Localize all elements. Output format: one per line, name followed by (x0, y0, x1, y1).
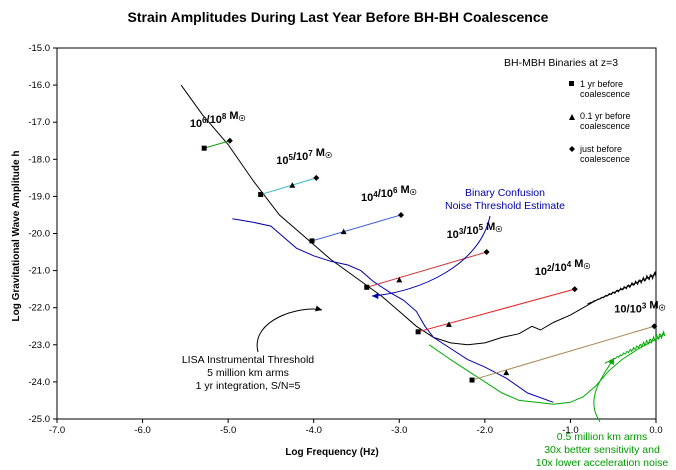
confusion-arrow-head (372, 292, 379, 300)
legend-triangle-marker (569, 114, 575, 120)
binaries: 106/108 M☉ 105/107 M☉ 104/106 M☉ 103/105 M☉… (190, 110, 666, 383)
triangle-marker (340, 228, 347, 235)
x-tick-label: -1.0 (562, 425, 578, 436)
square-marker (309, 238, 315, 244)
triangle-marker (396, 276, 403, 283)
binary-label: 104/106 M☉ (361, 184, 417, 204)
square-marker (201, 145, 207, 151)
x-tick-label: -3.0 (391, 425, 407, 436)
y-axis-label: Log Gravitational Wave Amplitude h (11, 151, 22, 322)
confusion-annotation: Binary Confusion Noise Threshold Estimat… (445, 187, 565, 212)
green-annotation: 0.5 million km arms 30x better sensitivi… (536, 431, 669, 469)
diamond-marker (571, 286, 578, 293)
square-marker (469, 377, 475, 383)
binary-track (471, 325, 655, 381)
binary-track (260, 177, 317, 196)
legend-entry-2-line1: 0.1 yr before (580, 111, 631, 121)
curves (180, 84, 666, 405)
binary-track (204, 140, 230, 149)
diamond-marker (226, 137, 233, 144)
legend-entry-2-line2: coalescence (580, 121, 630, 131)
triangle-marker (503, 369, 510, 376)
x-tick-label: -6.0 (134, 425, 150, 436)
lisa-arrow-head (315, 305, 322, 312)
y-tick-label: -19.0 (28, 191, 50, 202)
y-tick-label: -25.0 (28, 414, 50, 425)
legend-entry-3-line1: just before (579, 144, 622, 154)
lisa-oscillation (587, 270, 657, 305)
binary-label: 102/104 M☉ (535, 258, 591, 278)
lisa-annotation-line1: LISA Instrumental Threshold (182, 354, 314, 366)
y-tick-label: -24.0 (28, 377, 50, 388)
square-marker (258, 192, 264, 198)
square-marker (364, 284, 370, 290)
lisa-annotation: LISA Instrumental Threshold 5 million km… (182, 354, 314, 392)
binary-label: 106/108 M☉ (190, 110, 246, 130)
lisa-annotation-line3: 1 yr integration, S/N=5 (196, 380, 301, 392)
legend-entry-3-line2: coalescence (580, 154, 630, 164)
diamond-marker (483, 249, 490, 256)
green-annotation-line2: 30x better sensitivity and (544, 444, 660, 456)
x-ticks: -7.0 -6.0 -5.0 -4.0 -3.0 -2.0 -1.0 0.0 (49, 419, 663, 436)
legend: BH-MBH Binaries at z=3 1 yr before coale… (504, 57, 631, 164)
square-marker (415, 329, 421, 335)
legend-entry-1-line2: coalescence (580, 89, 630, 99)
annotation-arrows (256, 215, 615, 423)
confusion-annotation-line2: Noise Threshold Estimate (445, 200, 565, 212)
binary-track (311, 214, 402, 242)
y-tick-label: -20.0 (28, 229, 50, 240)
binary-label: 10/103 M☉ (614, 299, 665, 315)
y-tick-label: -15.0 (28, 43, 50, 54)
x-axis-label: Log Frequency (Hz) (285, 447, 378, 458)
green-arrow-head (608, 358, 614, 365)
legend-diamond-marker (569, 146, 575, 152)
plot-area (56, 47, 657, 420)
binary-track (417, 288, 575, 333)
lisa-annotation-line2: 5 million km arms (207, 367, 289, 379)
confusion-annotation-line1: Binary Confusion (465, 187, 545, 199)
x-tick-label: -5.0 (220, 425, 236, 436)
green-annotation-line1: 0.5 million km arms (557, 431, 647, 443)
curve-half-million-km (428, 333, 665, 405)
binary-track (366, 251, 487, 288)
x-tick-label: 0.0 (649, 425, 662, 436)
curve-lisa-threshold (180, 84, 657, 346)
confusion-arrow (371, 215, 491, 297)
legend-square-marker (569, 81, 574, 86)
y-tick-label: -18.0 (28, 154, 50, 165)
diamond-marker (313, 174, 320, 181)
green-oscillation (604, 330, 666, 364)
chart-title: Strain Amplitudes During Last Year Befor… (128, 9, 549, 25)
x-tick-label: -4.0 (306, 425, 322, 436)
legend-entry-1-line1: 1 yr before (580, 79, 623, 89)
y-tick-label: -22.0 (28, 303, 50, 314)
curve-binary-confusion (232, 218, 554, 403)
x-tick-label: -7.0 (49, 425, 65, 436)
y-ticks: -15.0 -16.0 -17.0 -18.0 -19.0 -20.0 -21.0 -22.0… (28, 43, 57, 425)
diamond-marker (651, 323, 658, 330)
binary-label: 103/105 M☉ (447, 221, 503, 241)
green-arrow (593, 357, 615, 423)
triangle-marker (289, 182, 296, 188)
diamond-marker (397, 211, 404, 218)
triangle-marker (445, 321, 452, 327)
green-annotation-line3: 10x lower acceleration noise (536, 457, 669, 469)
y-tick-label: -23.0 (28, 340, 50, 351)
y-tick-label: -21.0 (28, 266, 50, 277)
x-tick-label: -2.0 (477, 425, 493, 436)
y-tick-label: -17.0 (28, 117, 50, 128)
lisa-arrow (256, 308, 323, 353)
y-tick-label: -16.0 (28, 80, 50, 91)
binary-label: 105/107 M☉ (276, 147, 332, 167)
legend-title: BH-MBH Binaries at z=3 (504, 57, 618, 69)
